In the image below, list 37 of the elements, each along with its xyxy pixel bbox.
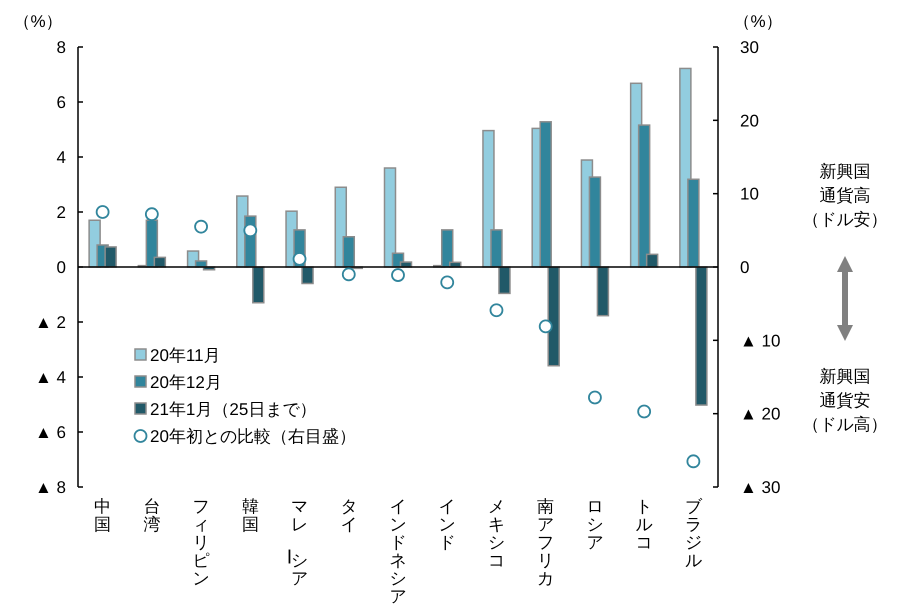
x-tick-label: ブラジル: [684, 497, 703, 570]
y2-tick-label: 30: [740, 38, 759, 57]
legend-label: 20年初との比較（右目盛）: [150, 427, 356, 446]
y2-tick-label: 0: [740, 258, 750, 277]
x-tick-label: フィリピン: [192, 497, 210, 588]
legend-label: 20年12月: [150, 373, 222, 392]
y2-axis-title: （%）: [733, 12, 783, 31]
y2-tick-label: ▲ 10: [740, 331, 780, 350]
y-tick-label: 4: [56, 148, 66, 167]
x-tick-label: インドネシア: [390, 497, 406, 606]
text: 新興国通貨安（ドル高）: [802, 367, 888, 434]
text: 新興国通貨高（ドル安）: [802, 162, 888, 229]
x-tick-label: 台湾: [143, 497, 160, 534]
x-tick-label: タイ: [340, 497, 358, 534]
y2-tick-label: 20: [740, 111, 759, 130]
x-tick-label: 南アフリカ: [537, 497, 554, 588]
y-tick-label: ▲ 6: [34, 423, 66, 442]
y-tick-label: 8: [56, 38, 66, 57]
y-tick-label: 0: [56, 258, 66, 277]
x-tick-label: マレーシア: [279, 497, 308, 588]
y2-tick-label: 10: [740, 184, 759, 204]
y-axis-title: （%）: [13, 12, 63, 31]
y-tick-label: ▲ 4: [34, 368, 66, 387]
x-tick-label: インド: [438, 497, 456, 552]
x-tick-label: 韓国: [242, 497, 259, 534]
y-tick-label: ▲ 8: [34, 478, 66, 497]
y2-tick-label: ▲ 30: [740, 478, 780, 497]
y-tick-label: 2: [56, 203, 66, 222]
x-tick-label: トルコ: [636, 497, 653, 552]
x-tick-label: メキシコ: [488, 497, 505, 570]
y2-tick-label: ▲ 20: [740, 404, 780, 424]
y-tick-label: ▲ 2: [34, 313, 66, 332]
x-tick-label: 中国: [94, 497, 112, 534]
y-tick-label: 6: [56, 93, 66, 112]
x-tick-label: ロシア: [586, 497, 604, 552]
legend-label: 20年11月: [150, 346, 221, 365]
legend-label: 21年1月（25日まで）: [150, 400, 316, 419]
